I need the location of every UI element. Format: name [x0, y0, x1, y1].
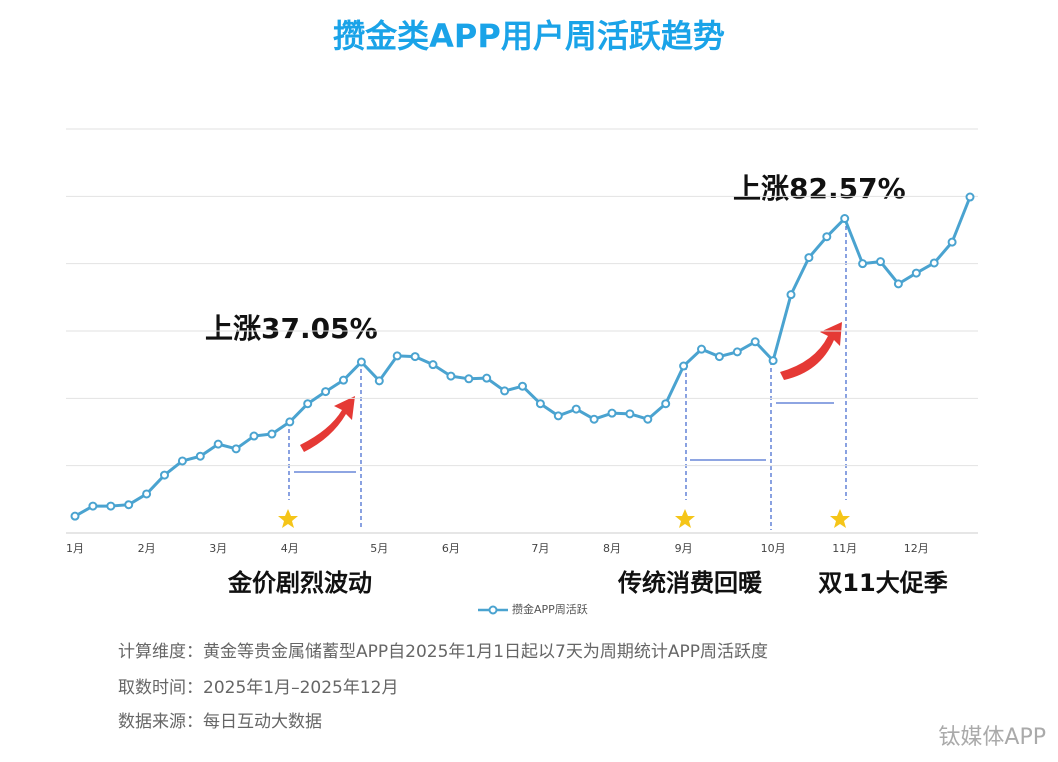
legend: 攒金APP周活跃 [478, 602, 588, 616]
point [589, 414, 599, 424]
point [446, 371, 456, 381]
decor [288, 219, 847, 530]
point [661, 399, 671, 409]
point [553, 411, 563, 421]
footer-text: 数据来源：每日互动大数据 [118, 712, 322, 732]
x-tick-label: 4月 [281, 542, 299, 555]
point [643, 414, 653, 424]
point [535, 399, 545, 409]
point [858, 259, 868, 269]
legend-label: 攒金APP周活跃 [512, 602, 588, 616]
point [356, 357, 366, 367]
point [88, 501, 98, 511]
x-tick-label: 9月 [675, 542, 693, 555]
annotation: 金价剧烈波动 [227, 569, 372, 597]
point [124, 500, 134, 510]
point [804, 253, 814, 263]
point [518, 381, 527, 391]
point [177, 456, 187, 466]
point [786, 290, 796, 300]
x-tick-label: 5月 [370, 542, 388, 555]
point [106, 501, 116, 511]
point [732, 347, 742, 357]
point [428, 360, 438, 370]
point [768, 356, 778, 366]
point [714, 352, 724, 362]
stars [278, 509, 850, 528]
point [142, 489, 152, 499]
point [679, 361, 689, 371]
x-tick-label: 8月 [603, 542, 621, 555]
point [374, 376, 384, 386]
point [195, 451, 205, 461]
x-tick-label: 7月 [531, 542, 549, 555]
point [70, 511, 80, 521]
x-tick-label: 6月 [442, 542, 460, 555]
point [249, 431, 259, 441]
point [464, 374, 474, 384]
point [697, 344, 706, 354]
point [965, 192, 975, 202]
point [482, 373, 492, 383]
footer-text: 计算维度：黄金等贵金属储蓄型APP自2025年1月1日起以7天为周期统计APP周… [118, 642, 768, 662]
x-tick-label: 2月 [138, 542, 156, 555]
annotation: 双11大促季 [818, 569, 947, 597]
watermark: 钛媒体APP [938, 725, 1046, 750]
point [911, 268, 921, 278]
point [267, 429, 277, 439]
point [160, 470, 169, 480]
x-tick-label: 10月 [761, 542, 786, 555]
line [74, 196, 972, 518]
footer-text: 取数时间：2025年1月–2025年12月 [118, 678, 398, 698]
point [213, 439, 223, 449]
point [947, 237, 957, 247]
point [392, 351, 402, 361]
annotation: 传统消费回暖 [617, 569, 763, 597]
x-tick-label: 12月 [904, 542, 929, 555]
point [500, 386, 510, 396]
point [410, 352, 420, 362]
x-tick-label: 11月 [832, 542, 857, 555]
point [822, 232, 832, 242]
annotation: 上涨37.05% [205, 312, 378, 345]
point [607, 408, 617, 418]
point [876, 257, 885, 267]
point [231, 444, 241, 454]
point [625, 409, 635, 419]
point [339, 375, 348, 385]
arrows [300, 322, 842, 452]
point [321, 387, 331, 397]
point [571, 404, 581, 414]
point [840, 214, 850, 224]
point [929, 258, 939, 268]
point [303, 399, 313, 409]
x-tick-label: 1月 [66, 542, 84, 555]
point [285, 417, 295, 427]
point [750, 337, 760, 347]
point [893, 279, 903, 289]
annotation: 上涨82.57% [733, 172, 906, 205]
x-tick-label: 3月 [209, 542, 227, 555]
chart-title: 攒金类APP用户周活跃趋势 [333, 17, 725, 55]
